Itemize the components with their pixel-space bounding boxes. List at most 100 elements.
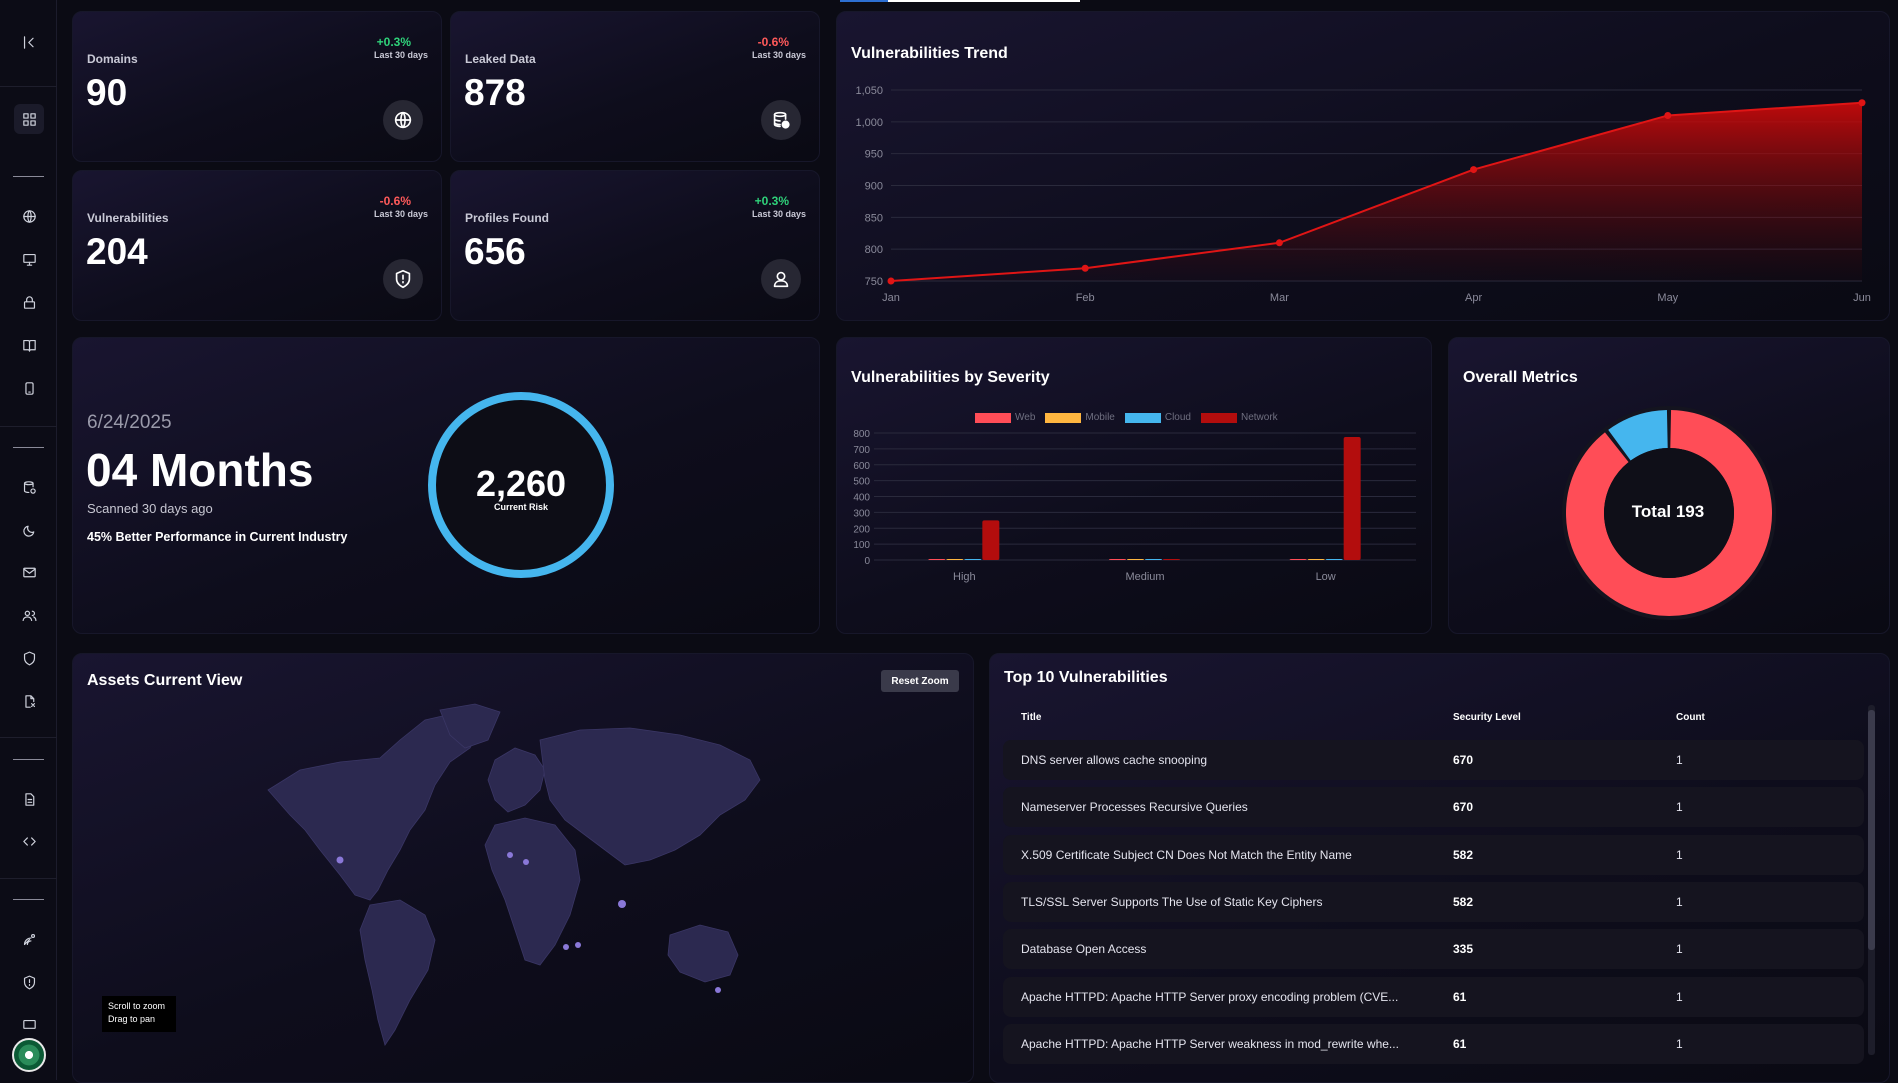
trend-y-tick: 950 — [865, 149, 883, 161]
row-title: Database Open Access — [1021, 942, 1147, 956]
shield-icon[interactable] — [14, 643, 44, 673]
stat-card-leaked-data: -0.6% Last 30 days Leaked Data 878 — [450, 11, 820, 162]
metrics-donut — [1562, 406, 1776, 620]
severity-title: Vulnerabilities by Severity — [851, 369, 1050, 386]
column-header-security-level[interactable]: Security Level — [1453, 712, 1521, 723]
shield-alert-icon[interactable] — [14, 967, 44, 997]
row-title: Nameserver Processes Recursive Queries — [1021, 800, 1248, 814]
asset-marker — [523, 859, 529, 865]
stat-card-vulnerabilities: -0.6% Last 30 days Vulnerabilities 204 — [72, 170, 442, 321]
trend-x-tick: Jun — [1853, 292, 1871, 304]
database-alert-icon — [761, 100, 801, 140]
legend-label: Web — [1015, 412, 1036, 423]
stat-label: Leaked Data — [465, 52, 536, 66]
moon-icon[interactable] — [14, 515, 44, 545]
mobile-icon[interactable] — [14, 373, 44, 403]
database-icon[interactable] — [14, 472, 44, 502]
trend-point — [1470, 166, 1478, 174]
table-row[interactable]: Nameserver Processes Recursive Queries 6… — [1003, 787, 1864, 827]
donut-slice — [1566, 410, 1772, 616]
stat-change: -0.6% — [757, 35, 789, 49]
sidebar — [0, 0, 57, 1080]
scan-date: 6/24/2025 — [87, 412, 172, 433]
trend-chart: 750 800 850 900 950 1,000 1,050 Jan Feb Mar Apr May… — [855, 85, 1871, 304]
lock-icon[interactable] — [14, 287, 44, 317]
globe-icon[interactable] — [14, 201, 44, 231]
monitor-icon[interactable] — [14, 1010, 44, 1040]
table-row[interactable]: DNS server allows cache snooping 670 1 — [1003, 740, 1864, 780]
severity-y-tick: 600 — [853, 461, 870, 472]
trend-title: Vulnerabilities Trend — [851, 45, 1008, 62]
legend-swatch — [975, 412, 1011, 423]
legend-swatch — [1124, 412, 1161, 423]
trend-x-tick: Mar — [1270, 292, 1289, 304]
top-tab-indicator-active — [840, 0, 888, 2]
sidebar-separator — [13, 759, 44, 760]
sidebar-divider — [0, 878, 57, 879]
row-security-level: 61 — [1453, 1037, 1467, 1051]
map-hint-tooltip: Scroll to zoom Drag to pan — [102, 996, 176, 1032]
risk-gauge: 2,260 Current Risk — [428, 392, 614, 578]
table-scrollbar-thumb[interactable] — [1868, 710, 1875, 950]
trend-y-tick: 850 — [865, 212, 883, 224]
performance-note: 45% Better Performance in Current Indust… — [87, 530, 348, 544]
collapse-sidebar-icon[interactable] — [14, 27, 44, 57]
severity-bar — [1145, 559, 1162, 560]
legend-item-mobile[interactable]: Mobile — [1045, 412, 1115, 423]
row-count: 1 — [1676, 848, 1683, 862]
trend-point — [1664, 111, 1672, 119]
top-tab-indicator — [840, 0, 1080, 2]
severity-y-tick: 0 — [864, 556, 870, 567]
reset-zoom-button[interactable]: Reset Zoom — [881, 670, 959, 692]
row-title: X.509 Certificate Subject CN Does Not Ma… — [1021, 848, 1352, 862]
legend-item-network[interactable]: Network — [1201, 412, 1278, 423]
mail-icon[interactable] — [14, 557, 44, 587]
severity-bar — [946, 559, 964, 560]
dashboard-icon[interactable] — [14, 104, 44, 134]
stat-period: Last 30 days — [751, 50, 806, 60]
trend-point — [887, 277, 895, 285]
map-landmasses — [267, 703, 761, 1046]
row-count: 1 — [1676, 895, 1683, 909]
legend-item-web[interactable]: Web — [975, 412, 1035, 423]
top10-title: Top 10 Vulnerabilities — [1004, 669, 1168, 686]
table-row[interactable]: TLS/SSL Server Supports The Use of Stati… — [1003, 882, 1864, 922]
severity-bar — [1307, 559, 1325, 560]
stat-label: Domains — [87, 52, 138, 66]
stat-card-profiles-found: +0.3% Last 30 days Profiles Found 656 — [450, 170, 820, 321]
legend-item-cloud[interactable]: Cloud — [1124, 412, 1191, 423]
radar-icon[interactable] — [14, 924, 44, 954]
row-count: 1 — [1676, 1037, 1683, 1051]
asset-marker — [563, 944, 569, 950]
legend-swatch — [1201, 412, 1237, 423]
north-america-shape — [267, 711, 486, 901]
africa-shape — [484, 817, 581, 966]
users-icon[interactable] — [14, 600, 44, 630]
file-text-icon[interactable] — [14, 784, 44, 814]
sidebar-divider — [0, 86, 57, 87]
book-icon[interactable] — [14, 330, 44, 360]
sidebar-divider — [0, 426, 57, 427]
asia-shape — [539, 727, 761, 866]
code-icon[interactable] — [14, 826, 44, 856]
severity-legend: Web Mobile Cloud Network — [975, 412, 1278, 423]
severity-bar — [1343, 436, 1361, 560]
table-row[interactable]: X.509 Certificate Subject CN Does Not Ma… — [1003, 835, 1864, 875]
avatar[interactable] — [12, 1038, 46, 1072]
severity-y-tick: 500 — [853, 477, 870, 488]
column-header-title[interactable]: Title — [1021, 712, 1042, 723]
document-close-icon[interactable] — [14, 686, 44, 716]
table-row[interactable]: Apache HTTPD: Apache HTTP Server weaknes… — [1003, 1024, 1864, 1064]
stat-change: +0.3% — [376, 35, 411, 49]
world-map[interactable] — [260, 700, 800, 1060]
table-row[interactable]: Apache HTTPD: Apache HTTP Server proxy e… — [1003, 977, 1864, 1017]
trend-x-tick: Feb — [1076, 292, 1095, 304]
table-row[interactable]: Database Open Access 335 1 — [1003, 929, 1864, 969]
monitor-icon[interactable] — [14, 244, 44, 274]
metrics-title: Overall Metrics — [1463, 369, 1578, 386]
sidebar-separator — [13, 447, 44, 448]
severity-x-tick: Medium — [1125, 571, 1164, 583]
severity-y-tick: 700 — [853, 445, 870, 456]
legend-label: Mobile — [1085, 412, 1115, 423]
column-header-count[interactable]: Count — [1676, 712, 1705, 723]
